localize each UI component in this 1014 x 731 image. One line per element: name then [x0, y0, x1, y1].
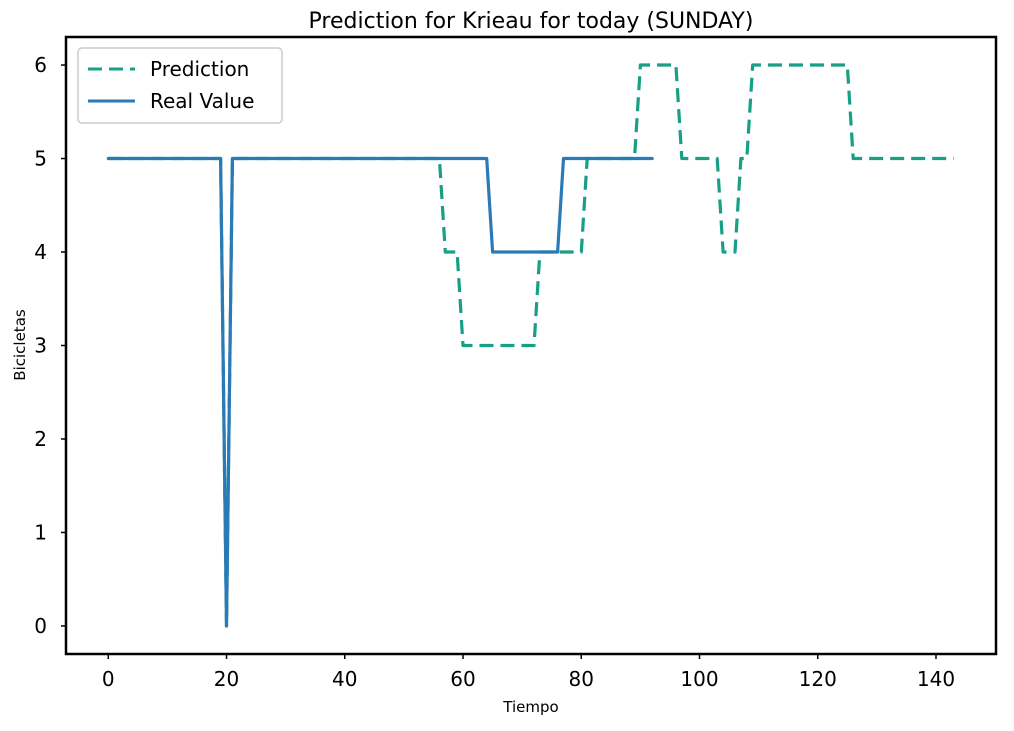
y-tick-label: 4 [34, 240, 47, 264]
x-tick-label: 60 [450, 667, 475, 691]
series-line-prediction [108, 63, 954, 628]
y-tick-label: 3 [34, 334, 47, 358]
y-tick-label: 5 [34, 147, 47, 171]
x-tick-label: 100 [680, 667, 718, 691]
y-axis-label: Bicicletas [11, 309, 29, 381]
legend-box [77, 47, 283, 124]
y-tick-label: 6 [34, 53, 47, 77]
legend-label-prediction: Prediction [150, 57, 249, 81]
x-tick-label: 40 [332, 667, 357, 691]
series-line-real-value [106, 156, 654, 628]
chart-title: Prediction for Krieau for today (SUNDAY) [309, 9, 754, 34]
legend: Prediction Real Value [77, 47, 283, 124]
x-tick-label: 20 [214, 667, 239, 691]
y-tick-label: 0 [34, 614, 47, 638]
x-tick-label: 140 [917, 667, 955, 691]
legend-label-real-value: Real Value [150, 89, 254, 113]
x-tick-label: 120 [799, 667, 837, 691]
y-tick-label: 1 [34, 520, 47, 544]
y-tick-label: 2 [34, 427, 47, 451]
x-axis-label: Tiempo [502, 698, 558, 716]
x-tick-label: 80 [569, 667, 594, 691]
x-tick-label: 0 [102, 667, 115, 691]
